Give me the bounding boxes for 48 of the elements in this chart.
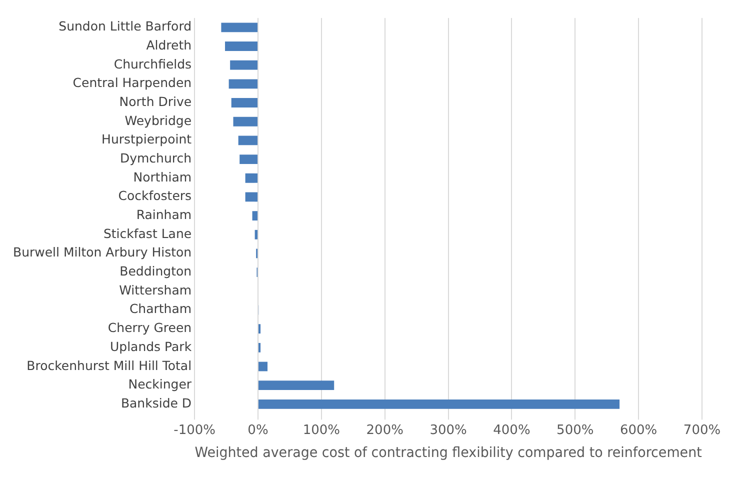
x-tick-label: 500% bbox=[556, 422, 594, 438]
x-tick-label: 300% bbox=[430, 422, 467, 438]
y-tick-label: Northiam bbox=[133, 169, 192, 184]
x-tick-label: 600% bbox=[620, 422, 658, 438]
y-tick-label: Cockfosters bbox=[118, 188, 192, 204]
y-tick-label: Wittersham bbox=[119, 282, 192, 298]
y-tick-label: Aldreth bbox=[146, 38, 192, 53]
bar bbox=[228, 79, 258, 89]
bar bbox=[240, 154, 258, 164]
bar bbox=[245, 192, 258, 202]
y-tick-label: Bankside D bbox=[120, 395, 192, 410]
bar bbox=[221, 22, 258, 32]
y-tick-label: Uplands Park bbox=[110, 338, 192, 354]
bar bbox=[231, 98, 258, 108]
x-tick-label: 0% bbox=[248, 422, 268, 438]
x-tick-label: 200% bbox=[366, 422, 404, 438]
y-tick-label: Brockenhurst Mill Hill Total bbox=[26, 358, 192, 373]
x-axis-title: Weighted average cost of contracting flexibility compared to reinforcement bbox=[194, 445, 702, 462]
y-tick-label: Dymchurch bbox=[120, 150, 192, 166]
bar bbox=[233, 116, 258, 126]
x-tick-label: 400% bbox=[493, 422, 530, 438]
bar bbox=[258, 342, 261, 352]
bar bbox=[258, 362, 268, 372]
y-tick-label: Weybridge bbox=[124, 112, 192, 128]
x-tick-label: 100% bbox=[302, 422, 340, 438]
y-tick-label: North Drive bbox=[119, 94, 192, 110]
y-tick-label: Beddington bbox=[120, 264, 192, 279]
y-tick-label: Central Harpenden bbox=[72, 75, 192, 90]
y-tick-label: Neckinger bbox=[128, 376, 192, 392]
bar bbox=[252, 211, 258, 221]
y-tick-label: Chartham bbox=[129, 301, 192, 316]
bar bbox=[230, 60, 258, 70]
y-tick-label: Burwell Milton Arbury Histon bbox=[12, 244, 192, 260]
y-tick-label: Sundon Little Barford bbox=[58, 18, 192, 34]
bar bbox=[258, 324, 261, 334]
y-tick-label: Stickfast Lane bbox=[103, 226, 192, 241]
x-tick-label: -100% bbox=[174, 422, 216, 438]
bar bbox=[254, 230, 258, 240]
bar bbox=[245, 173, 258, 183]
bar bbox=[258, 399, 620, 409]
y-tick-label: Hurstpierpoint bbox=[102, 132, 192, 147]
bar bbox=[258, 380, 334, 390]
bar bbox=[225, 42, 258, 51]
x-tick-label: 700% bbox=[683, 422, 721, 438]
y-tick-label: Rainham bbox=[136, 207, 192, 222]
y-tick-label: Cherry Green bbox=[108, 320, 192, 336]
y-tick-label: Churchfields bbox=[114, 56, 192, 72]
bar bbox=[238, 136, 258, 146]
